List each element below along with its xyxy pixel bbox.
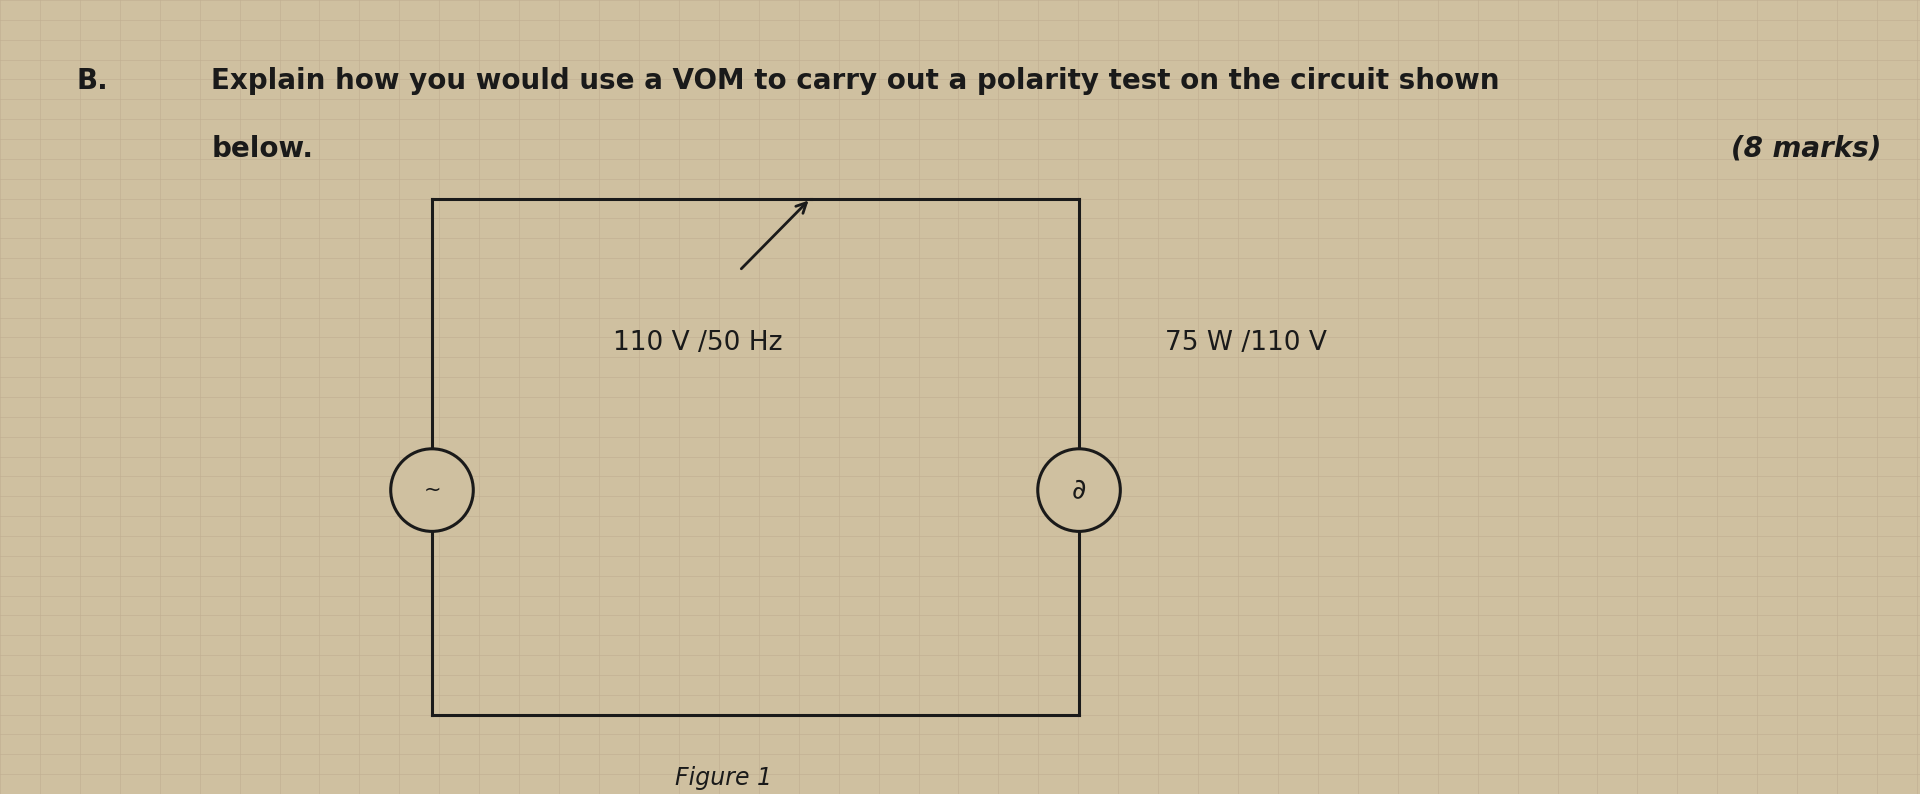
Text: Figure 1: Figure 1 bbox=[674, 766, 772, 790]
Ellipse shape bbox=[1037, 449, 1121, 531]
Text: 75 W /110 V: 75 W /110 V bbox=[1165, 330, 1327, 356]
Text: Explain how you would use a VOM to carry out a polarity test on the circuit show: Explain how you would use a VOM to carry… bbox=[211, 67, 1500, 95]
Text: B.: B. bbox=[77, 67, 109, 95]
Text: 110 V /50 Hz: 110 V /50 Hz bbox=[612, 330, 783, 356]
Ellipse shape bbox=[390, 449, 474, 531]
Text: ~: ~ bbox=[422, 480, 442, 500]
Text: below.: below. bbox=[211, 135, 313, 163]
Text: (8 marks): (8 marks) bbox=[1732, 135, 1882, 163]
Text: $\partial$: $\partial$ bbox=[1071, 476, 1087, 504]
